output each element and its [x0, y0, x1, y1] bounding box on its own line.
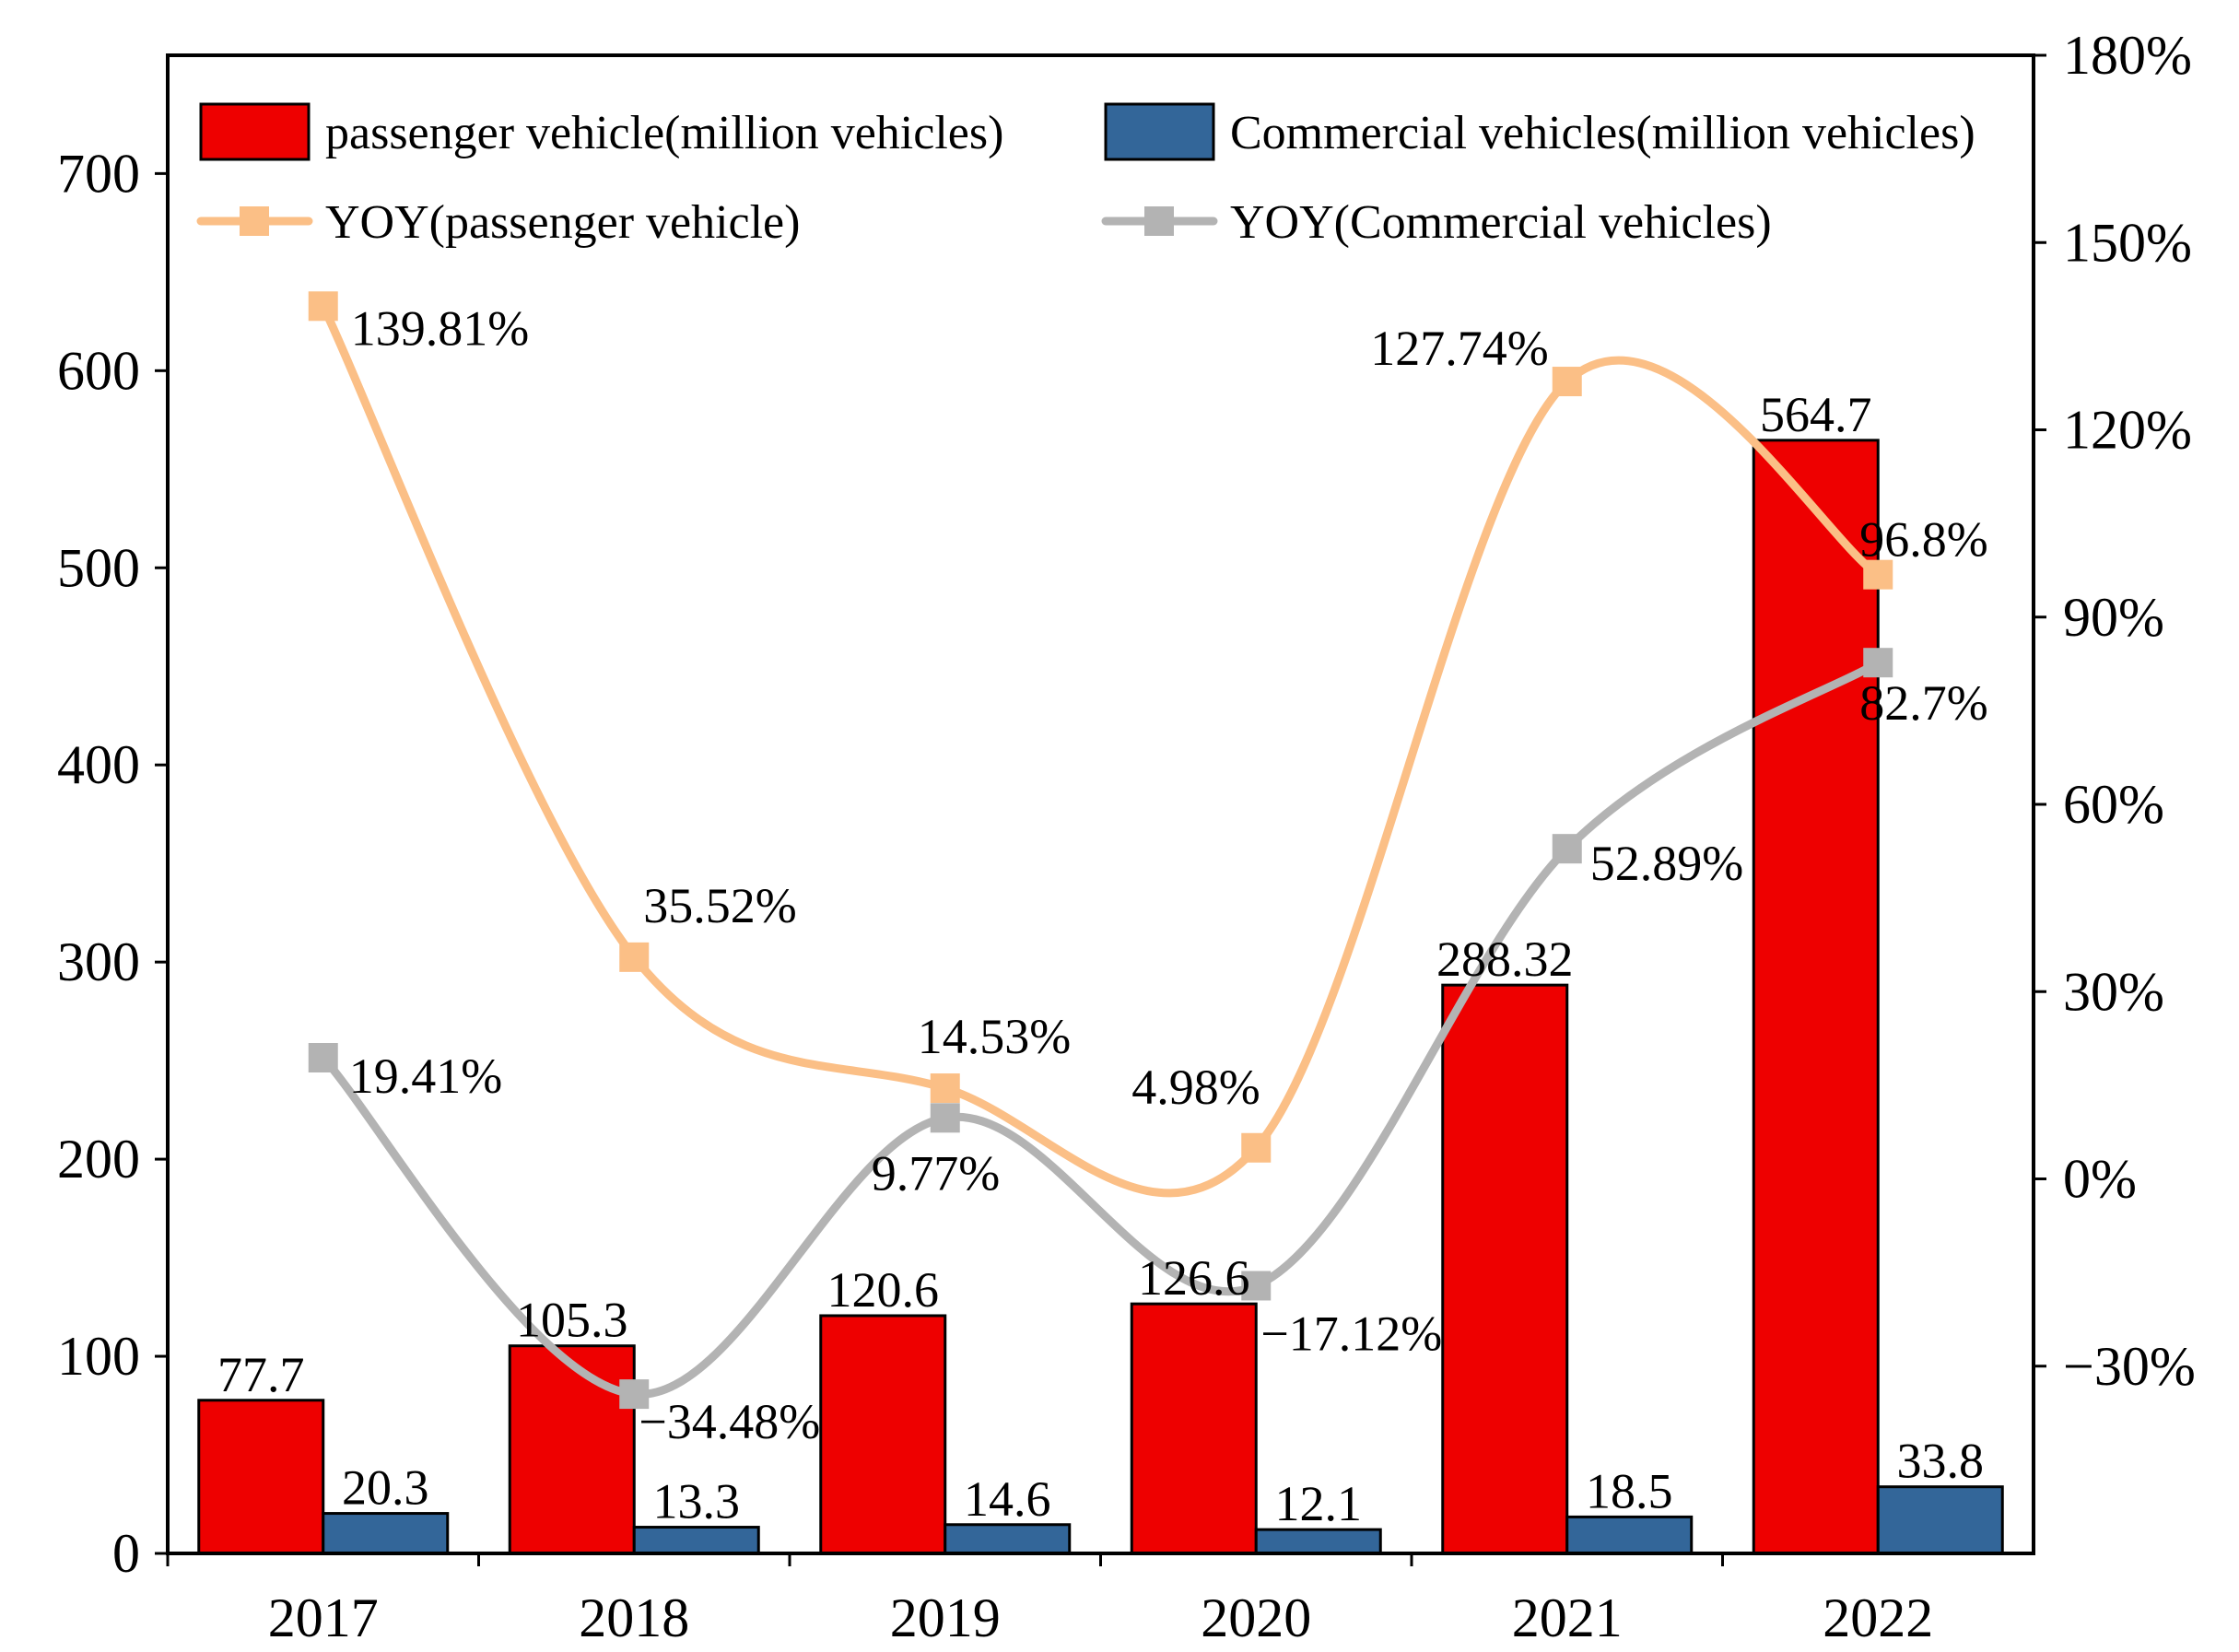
passenger-bar-2021: [1441, 983, 1569, 1555]
x-tick-label-2017: 2017: [268, 1588, 379, 1648]
commercial-yoy-marker-2018: [619, 1379, 650, 1410]
passenger-value-label-2017: 77.7: [217, 1347, 305, 1402]
left-tick-label: 500: [57, 537, 140, 598]
commercial-bar-2020: [1254, 1528, 1382, 1555]
passenger-yoy-label-2019: 14.53%: [918, 1009, 1071, 1064]
commercial-yoy-marker-2022: [1863, 648, 1893, 678]
passenger-value-label-2019: 120.6: [827, 1262, 940, 1318]
left-tick-label: 600: [57, 340, 140, 401]
passenger-value-label-2020: 126.6: [1138, 1250, 1250, 1306]
commercial-value-label-2019: 14.6: [964, 1471, 1051, 1527]
commercial-bar-2022: [1876, 1485, 2004, 1555]
commercial-yoy-marker-2020: [1241, 1271, 1272, 1301]
passenger-yoy-label-2018: 35.52%: [643, 878, 796, 933]
passenger-yoy-marker-2019: [930, 1073, 960, 1104]
left-tick-label: 300: [57, 931, 140, 992]
right-tick-label: 0%: [2063, 1149, 2137, 1210]
commercial-yoy-label-2021: 52.89%: [1590, 836, 1743, 891]
legend-label-commercial-bar: Commercial vehicles(million vehicles): [1230, 107, 1975, 159]
passenger-bar-2017: [197, 1399, 325, 1555]
passenger-bar-2019: [819, 1314, 947, 1555]
commercial-yoy-marker-2017: [308, 1042, 338, 1072]
passenger-yoy-marker-2020: [1241, 1132, 1272, 1163]
bars-layer: [197, 439, 2004, 1555]
x-tick-label-2020: 2020: [1201, 1588, 1311, 1648]
passenger-yoy-marker-2021: [1552, 367, 1582, 397]
x-tick-label-2022: 2022: [1823, 1588, 1933, 1648]
passenger-bar-2018: [508, 1344, 636, 1555]
passenger-value-label-2021: 288.32: [1436, 931, 1574, 987]
passenger-yoy-line: [319, 301, 1882, 1198]
commercial-yoy-marker-2021: [1552, 834, 1582, 864]
right-tick-label: −30%: [2063, 1336, 2196, 1397]
left-tick-label: 400: [57, 734, 140, 795]
commercial-value-label-2017: 20.3: [342, 1460, 429, 1516]
commercial-yoy-label-2017: 19.41%: [349, 1049, 502, 1104]
right-tick-label: 120%: [2063, 400, 2192, 461]
passenger-bar-2020: [1130, 1302, 1258, 1555]
left-tick-label: 0: [112, 1523, 140, 1584]
passenger-yoy-label-2021: 127.74%: [1370, 321, 1548, 376]
x-tick-label-2018: 2018: [579, 1588, 689, 1648]
commercial-yoy-label-2020: −17.12%: [1260, 1306, 1442, 1361]
left-tick-label: 100: [57, 1326, 140, 1387]
commercial-value-label-2020: 12.1: [1275, 1476, 1363, 1531]
commercial-yoy-label-2022: 82.7%: [1859, 675, 1987, 731]
commercial-value-label-2021: 18.5: [1586, 1463, 1673, 1518]
x-tick-label-2019: 2019: [890, 1588, 1001, 1648]
passenger-value-label-2018: 105.3: [516, 1293, 628, 1348]
right-tick-label: 60%: [2063, 774, 2164, 835]
right-tick-label: 30%: [2063, 961, 2164, 1022]
legend-marker-passenger-yoy: [240, 206, 269, 236]
commercial-bar-2021: [1565, 1515, 1694, 1555]
right-tick-label: 180%: [2063, 25, 2192, 86]
commercial-value-label-2018: 13.3: [653, 1474, 741, 1529]
legend-label-commercial-yoy: YOY(Commercial vehicles): [1230, 196, 1772, 249]
right-tick-label: 90%: [2063, 587, 2164, 648]
axes-layer: 0 100 200 300 400 500 600 700 −30% 0% 30% 60% 90% 120…: [57, 25, 2196, 1648]
legend: passenger vehicle(million vehicles) Comme…: [196, 102, 1975, 249]
left-tick-label: 700: [57, 143, 140, 204]
passenger-yoy-label-2020: 4.98%: [1131, 1060, 1260, 1115]
legend-swatch-commercial-bar: [1104, 102, 1215, 161]
passenger-yoy-label-2017: 139.81%: [351, 300, 529, 356]
commercial-bar-2019: [944, 1523, 1072, 1555]
passenger-yoy-marker-2017: [308, 291, 338, 322]
commercial-yoy-label-2019: 9.77%: [872, 1145, 1000, 1201]
commercial-yoy-label-2018: −34.48%: [639, 1394, 820, 1449]
passenger-yoy-label-2022: 96.8%: [1859, 512, 1987, 568]
lines-layer: [308, 291, 1893, 1410]
legend-label-passenger-yoy: YOY(passenger vehicle): [325, 196, 800, 249]
data-labels-layer: 77.7 105.3 120.6 126.6 288.32 564.7 20.3 13.3 14…: [217, 300, 1988, 1531]
legend-label-passenger-bar: passenger vehicle(million vehicles): [325, 107, 1003, 159]
passenger-yoy-marker-2018: [619, 942, 650, 972]
commercial-yoy-line: [319, 658, 1882, 1399]
right-tick-label: 150%: [2063, 212, 2192, 273]
commercial-value-label-2022: 33.8: [1897, 1434, 1985, 1489]
legend-marker-commercial-yoy: [1144, 206, 1174, 236]
passenger-yoy-marker-2022: [1863, 559, 1893, 590]
commercial-bar-2018: [632, 1526, 760, 1555]
legend-swatch-passenger-bar: [199, 102, 311, 161]
passenger-value-label-2022: 564.7: [1760, 387, 1872, 442]
commercial-bar-2017: [322, 1512, 450, 1555]
x-tick-label-2021: 2021: [1512, 1588, 1623, 1648]
commercial-yoy-marker-2019: [930, 1103, 960, 1133]
passenger-bar-2022: [1752, 439, 1880, 1555]
left-tick-label: 200: [57, 1129, 140, 1189]
